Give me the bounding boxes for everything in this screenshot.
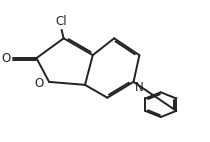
Text: O: O <box>2 52 11 65</box>
Text: O: O <box>35 77 44 90</box>
Text: N: N <box>135 81 143 94</box>
Text: Cl: Cl <box>56 15 67 28</box>
